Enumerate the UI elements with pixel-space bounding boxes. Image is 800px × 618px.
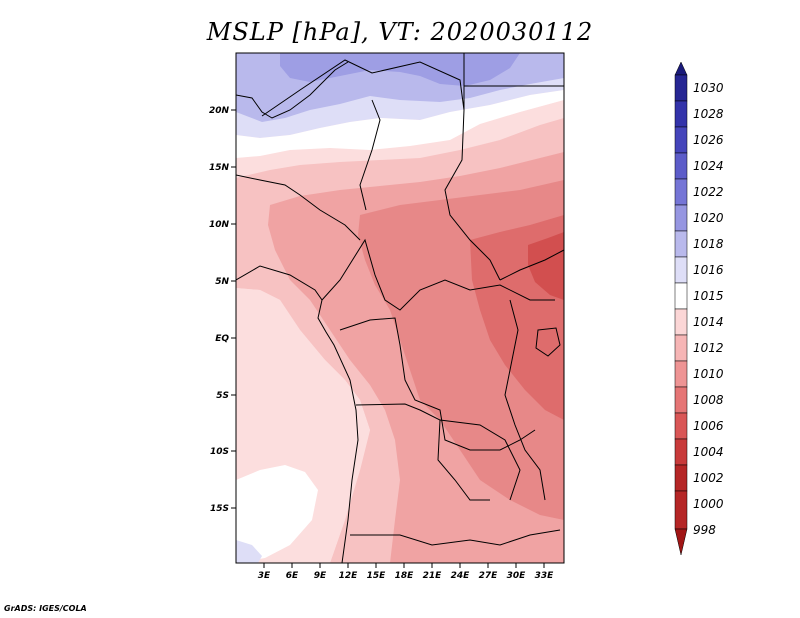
- border-south: [350, 529, 561, 546]
- colorbar-swatch-1018: [674, 204, 688, 232]
- colorbar-swatch-1010: [674, 334, 688, 362]
- colorbar-swatch-1022: [674, 152, 688, 180]
- colorbar-top-arrow: [674, 61, 688, 76]
- border-zambia: [439, 419, 521, 501]
- border-nigeria-cameroon: [321, 238, 555, 311]
- colorbar-label-1015: 1015: [693, 289, 724, 303]
- lon-label-24e: 24E: [451, 571, 471, 581]
- colorbar-label-1000: 1000: [693, 497, 724, 511]
- pressure-field: [236, 53, 564, 563]
- map-frame: [235, 52, 565, 564]
- lat-label-10s: 10S: [210, 447, 229, 457]
- lat-label-15n: 15N: [209, 163, 230, 173]
- lon-label-6e: 6E: [286, 571, 299, 581]
- field-ocean-southwest-high: [236, 465, 318, 563]
- lon-label-15e: 15E: [367, 571, 387, 581]
- lat-label-5s: 5S: [216, 391, 229, 401]
- colorbar-label-998: 998: [693, 523, 716, 537]
- colorbar-label-1028: 1028: [693, 107, 724, 121]
- lat-label-10n: 10N: [209, 220, 230, 230]
- colorbar-label-1002: 1002: [693, 471, 724, 485]
- lat-label-15s: 15S: [210, 504, 229, 514]
- colorbar-swatch-1000: [674, 464, 688, 492]
- lon-label-30e: 30E: [507, 571, 527, 581]
- lat-axis: 20N 15N 10N 5N EQ 5S 10S 15S: [209, 106, 236, 514]
- colorbar-swatch-1024: [674, 126, 688, 154]
- lon-label-27e: 27E: [479, 571, 499, 581]
- colorbar-swatch-1008: [674, 360, 688, 388]
- colorbar-label-1012: 1012: [693, 341, 724, 355]
- colorbar: 1030 1028 1026 1024 1022 1020 1018 1016 …: [674, 61, 724, 556]
- lat-label-eq: EQ: [215, 334, 229, 344]
- colorbar-swatch-1016: [674, 230, 688, 258]
- lon-label-33e: 33E: [535, 571, 555, 581]
- border-east-sudan: [499, 249, 564, 281]
- colorbar-label-1024: 1024: [693, 159, 724, 173]
- colorbar-swatch-1026: [674, 100, 688, 128]
- border-east-lakes: [504, 299, 546, 501]
- colorbar-label-1022: 1022: [693, 185, 724, 199]
- colorbar-label-1016: 1016: [693, 263, 724, 277]
- colorbar-label-1020: 1020: [693, 211, 724, 225]
- grads-credit: GrADS: IGES/COLA: [4, 604, 87, 613]
- colorbar-swatch-1012: [674, 308, 688, 336]
- field-ocean-lightest: [236, 540, 262, 563]
- colorbar-label-1006: 1006: [693, 419, 724, 433]
- colorbar-label-1014: 1014: [693, 315, 724, 329]
- colorbar-swatch-1015: [674, 256, 688, 284]
- lat-label-20n: 20N: [209, 106, 230, 116]
- lon-label-3e: 3E: [258, 571, 271, 581]
- colorbar-swatch-1020: [674, 178, 688, 206]
- colorbar-label-1018: 1018: [693, 237, 724, 251]
- colorbar-swatch-1002: [674, 438, 688, 466]
- border-north-1: [261, 59, 465, 117]
- lon-label-18e: 18E: [395, 571, 415, 581]
- coastline-west: [236, 61, 349, 119]
- border-angola: [355, 403, 490, 501]
- colorbar-label-1026: 1026: [693, 133, 724, 147]
- colorbar-swatch-1028: [674, 74, 688, 102]
- colorbar-label-1008: 1008: [693, 393, 724, 407]
- colorbar-label-1004: 1004: [693, 445, 724, 459]
- colorbar-swatch-1004: [674, 412, 688, 440]
- lon-label-12e: 12E: [339, 571, 359, 581]
- border-congo: [339, 317, 536, 451]
- lon-label-9e: 9E: [314, 571, 327, 581]
- lat-label-5n: 5N: [215, 277, 229, 287]
- colorbar-label-1030: 1030: [693, 81, 724, 95]
- colorbar-swatch-998: [674, 490, 688, 530]
- colorbar-swatch-1014: [674, 282, 688, 310]
- lon-axis: 3E 6E 9E 12E 15E 18E 21E 24E 27E 30E 33E: [258, 563, 554, 581]
- field-neutral-band: [236, 90, 564, 158]
- lon-label-21e: 21E: [423, 571, 443, 581]
- colorbar-label-1010: 1010: [693, 367, 724, 381]
- border-lines: [236, 53, 564, 563]
- lake-victoria: [535, 327, 561, 357]
- border-west-africa: [236, 174, 361, 241]
- field-high-pressure-core: [280, 53, 520, 86]
- map-title: MSLP [hPa], VT: 2020030112: [206, 18, 594, 46]
- field-1002: [528, 232, 564, 300]
- border-chad-sudan: [444, 109, 501, 281]
- border-niger-chad: [359, 99, 381, 211]
- colorbar-bottom-arrow: [674, 528, 688, 556]
- colorbar-swatch-1006: [674, 386, 688, 414]
- coastline-gulf-guinea: [236, 265, 359, 563]
